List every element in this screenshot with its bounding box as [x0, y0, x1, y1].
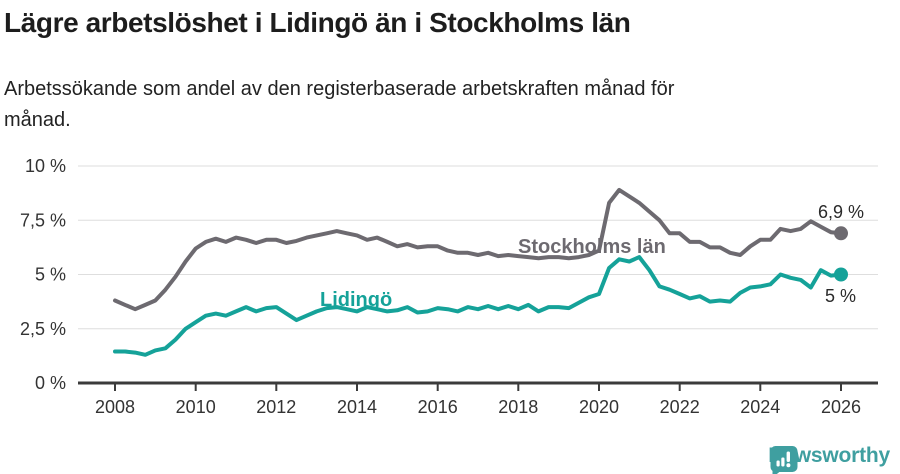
x-tick-label: 2026 [821, 397, 861, 417]
x-tick-label: 2024 [740, 397, 780, 417]
x-tick-label: 2020 [579, 397, 619, 417]
end-value-label-stockholms-lan: 6,9 % [818, 202, 864, 222]
y-tick-label: 0 % [35, 373, 66, 393]
newsworthy-speech-bubble-chart-icon [770, 446, 798, 474]
newsworthy-logo: Newsworthy [768, 444, 890, 474]
x-tick-label: 2022 [660, 397, 700, 417]
newsworthy-logo-text: Newsworthy [768, 444, 890, 467]
gridlines [78, 165, 878, 330]
x-axis [78, 381, 878, 391]
x-tick-label: 2012 [256, 397, 296, 417]
x-tick-label: 2008 [95, 397, 135, 417]
x-tick-label: 2016 [418, 397, 458, 417]
y-tick-label: 2,5 % [20, 319, 66, 339]
y-tick-label: 10 % [25, 156, 66, 176]
series-line-lidingo [113, 255, 843, 357]
series-label-stockholms-lan: Stockholms län [518, 236, 666, 258]
y-axis-labels: 10 % 7,5 % 5 % 2,5 % 0 % [20, 156, 66, 393]
end-value-label-lidingo: 5 % [825, 286, 856, 306]
x-tick-label: 2014 [337, 397, 377, 417]
page-subtitle: Arbetssökande som andel av den registerb… [4, 78, 675, 131]
page-title: Lägre arbetslöshet i Lidingö än i Stockh… [4, 7, 631, 38]
series-end-dot-lidingo [834, 267, 848, 282]
y-tick-label: 5 % [35, 265, 66, 285]
series-end-dot-stockholms-lan [834, 226, 848, 241]
x-tick-label: 2018 [498, 397, 538, 417]
series-label-lidingo: Lidingö [320, 289, 392, 311]
x-axis-labels: 2008 2010 2012 2014 2016 2018 2020 2022 … [95, 397, 861, 417]
x-tick-label: 2010 [176, 397, 216, 417]
series-line-stockholms-lan [113, 187, 843, 312]
y-tick-label: 7,5 % [20, 210, 66, 230]
